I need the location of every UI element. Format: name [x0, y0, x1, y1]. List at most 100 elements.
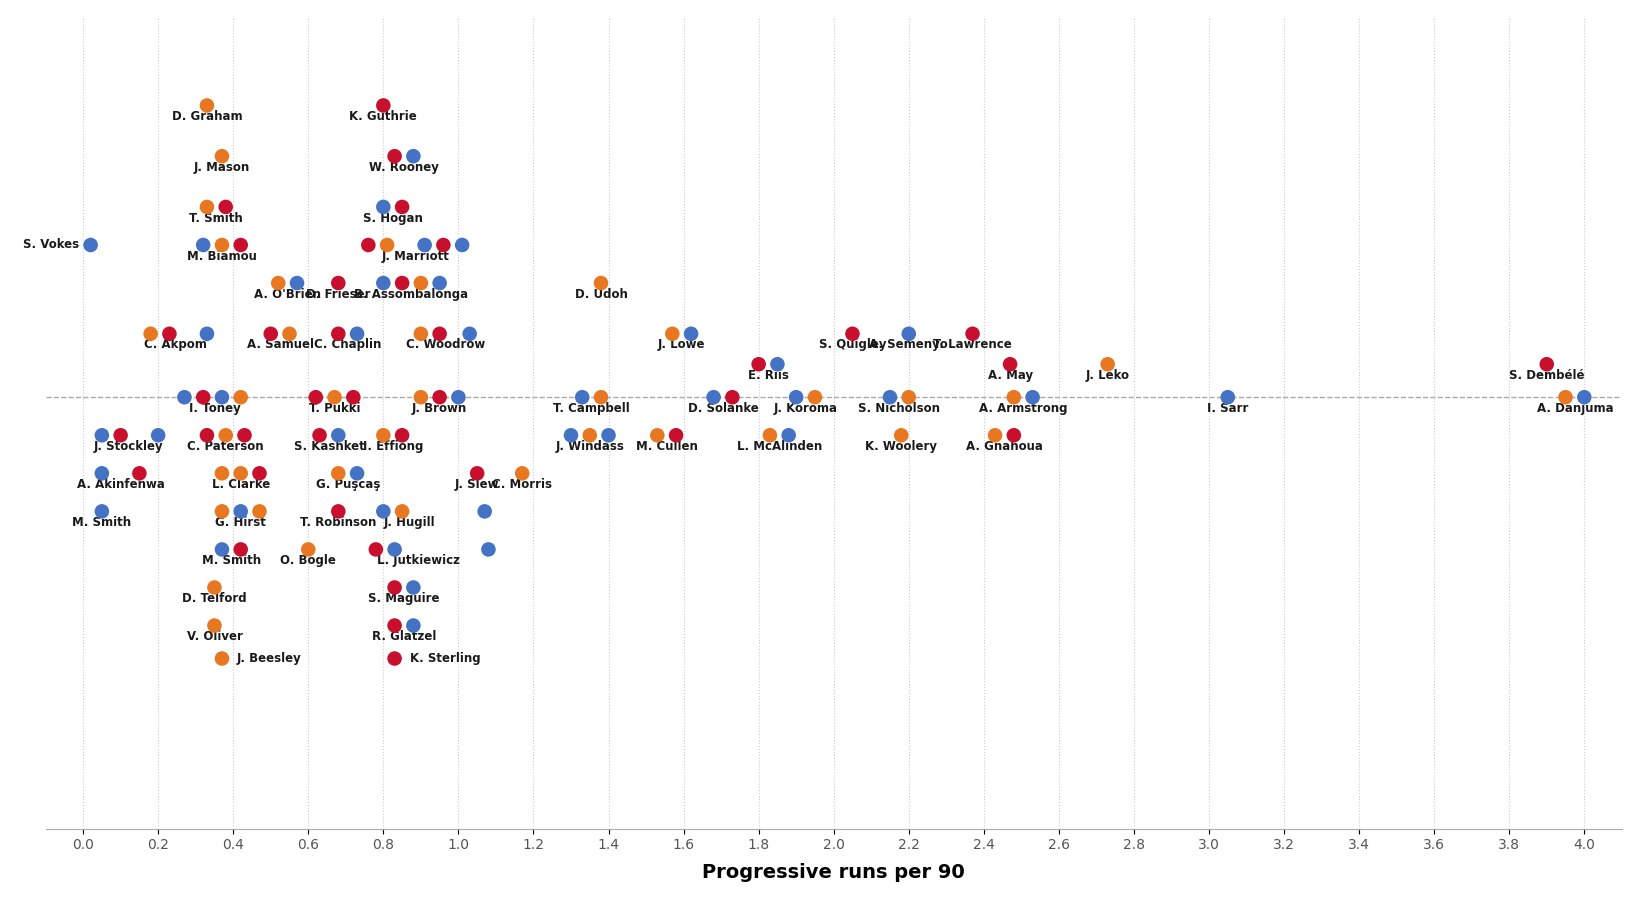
- Point: [569, 390, 595, 405]
- Text: J. Mason: J. Mason: [193, 161, 251, 174]
- Point: [700, 390, 726, 405]
- Text: V. Oliver: V. Oliver: [187, 630, 243, 643]
- Text: J. Leko: J. Leko: [1085, 369, 1129, 382]
- Text: L. McAlinden: L. McAlinden: [736, 440, 821, 453]
- Point: [208, 149, 234, 164]
- Point: [644, 428, 670, 442]
- Text: A. Gnahoua: A. Gnahoua: [965, 440, 1042, 453]
- Point: [370, 200, 397, 214]
- Point: [662, 428, 688, 442]
- Text: D. Udoh: D. Udoh: [575, 288, 628, 300]
- Point: [202, 580, 228, 594]
- Point: [190, 390, 216, 405]
- Point: [208, 542, 234, 556]
- Point: [679, 326, 705, 341]
- Point: [382, 580, 408, 594]
- Point: [801, 390, 828, 405]
- Point: [588, 390, 615, 405]
- Point: [400, 149, 426, 164]
- Point: [400, 619, 426, 633]
- Point: [303, 390, 329, 405]
- Point: [284, 276, 310, 290]
- Text: M. Biamou: M. Biamou: [187, 250, 257, 263]
- Point: [295, 542, 321, 556]
- Text: O. Bogle: O. Bogle: [280, 554, 336, 567]
- Point: [108, 428, 134, 442]
- Point: [446, 390, 472, 405]
- Point: [356, 238, 382, 253]
- Point: [306, 428, 333, 442]
- Point: [475, 542, 502, 556]
- Text: W. Rooney: W. Rooney: [369, 161, 439, 174]
- Point: [449, 238, 475, 253]
- Text: A. Akinfenwa: A. Akinfenwa: [77, 478, 164, 491]
- Text: J. Marriott: J. Marriott: [382, 250, 449, 263]
- Point: [426, 276, 452, 290]
- Text: S. Quigley: S. Quigley: [820, 338, 887, 352]
- Point: [382, 149, 408, 164]
- Point: [277, 326, 303, 341]
- Point: [426, 326, 452, 341]
- Point: [208, 504, 234, 519]
- Text: I. Effiong: I. Effiong: [362, 440, 423, 453]
- Text: D. Frieser: D. Frieser: [306, 288, 370, 300]
- Text: S. Nicholson: S. Nicholson: [859, 402, 941, 414]
- Point: [1572, 390, 1598, 405]
- Text: A. May: A. May: [988, 369, 1033, 382]
- Point: [457, 326, 484, 341]
- Text: D. Telford: D. Telford: [182, 592, 247, 605]
- Point: [472, 504, 498, 519]
- Point: [577, 428, 603, 442]
- Text: J. Slew: J. Slew: [456, 478, 500, 491]
- Text: L. Clarke: L. Clarke: [211, 478, 270, 491]
- Point: [588, 276, 615, 290]
- Point: [1019, 390, 1046, 405]
- Text: T. Lawrence: T. Lawrence: [933, 338, 1011, 352]
- Point: [208, 238, 234, 253]
- Point: [408, 390, 434, 405]
- Point: [325, 504, 351, 519]
- Point: [257, 326, 284, 341]
- Point: [213, 428, 239, 442]
- Point: [156, 326, 182, 341]
- Point: [228, 238, 254, 253]
- Point: [193, 326, 220, 341]
- Point: [839, 326, 865, 341]
- Point: [959, 326, 985, 341]
- Point: [341, 390, 367, 405]
- Text: M. Cullen: M. Cullen: [636, 440, 698, 453]
- Point: [172, 390, 198, 405]
- Text: J. Windass: J. Windass: [556, 440, 624, 453]
- Point: [325, 276, 351, 290]
- Point: [370, 504, 397, 519]
- Text: J. Lowe: J. Lowe: [657, 338, 705, 352]
- Point: [344, 466, 370, 480]
- Point: [510, 466, 536, 480]
- Point: [895, 390, 921, 405]
- Point: [77, 238, 103, 253]
- Point: [362, 542, 388, 556]
- Point: [228, 542, 254, 556]
- Point: [746, 357, 772, 371]
- Text: T. Pukki: T. Pukki: [308, 402, 361, 414]
- Point: [370, 276, 397, 290]
- Point: [1552, 390, 1578, 405]
- Point: [89, 428, 115, 442]
- Point: [464, 466, 490, 480]
- Text: A. Samuel: A. Samuel: [246, 338, 313, 352]
- Text: I. Toney: I. Toney: [188, 402, 241, 414]
- Point: [408, 276, 434, 290]
- Point: [228, 504, 254, 519]
- Text: D. Graham: D. Graham: [172, 110, 243, 123]
- Point: [431, 238, 457, 253]
- Text: T. Robinson: T. Robinson: [300, 516, 377, 529]
- Point: [213, 200, 239, 214]
- Text: J. Beesley: J. Beesley: [238, 652, 302, 665]
- Text: E. Riis: E. Riis: [747, 369, 788, 382]
- Point: [190, 238, 216, 253]
- Point: [997, 357, 1023, 371]
- Text: T. Smith: T. Smith: [190, 211, 243, 225]
- Point: [228, 390, 254, 405]
- Text: I. Sarr: I. Sarr: [1206, 402, 1249, 414]
- Text: M. Smith: M. Smith: [72, 516, 131, 529]
